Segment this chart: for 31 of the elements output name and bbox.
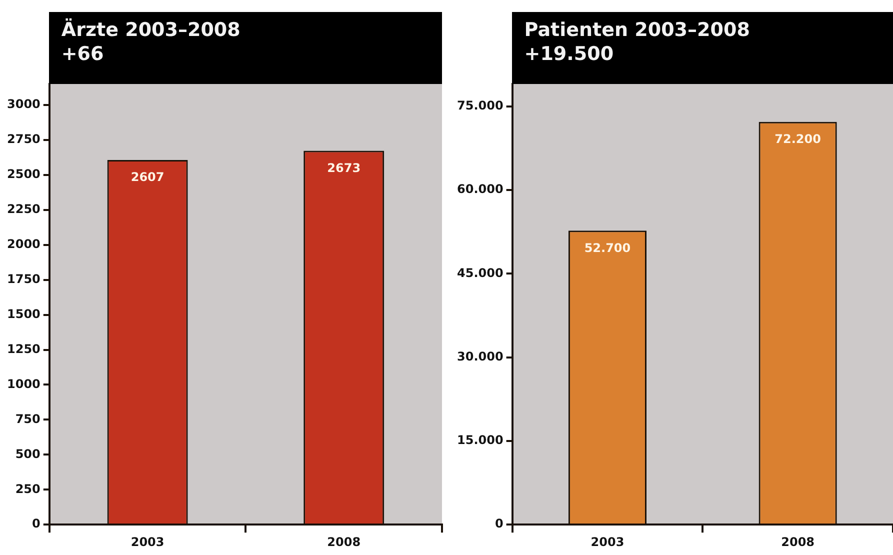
y-tick-label: 3000 (6, 97, 40, 112)
data-label: 2607 (130, 170, 164, 184)
y-tick-label: 0 (32, 516, 40, 531)
y-tick-label: 1500 (6, 306, 40, 321)
chart-subtitle: +19.500 (524, 42, 615, 66)
y-tick-label: 250 (15, 482, 40, 496)
y-tick-label: 1000 (6, 376, 40, 391)
y-tick-label: 750 (15, 412, 40, 426)
chart-title: Ärzte 2003–2008 (61, 18, 242, 42)
y-tick-label: 60.000 (456, 182, 504, 196)
y-tick-label: 75.000 (456, 98, 504, 112)
y-tick-label: 15.000 (456, 433, 504, 448)
y-tick-label: 30.000 (456, 349, 504, 364)
y-tick-label: 2500 (6, 167, 40, 182)
y-tick-label: 1750 (6, 272, 40, 286)
y-tick-label: 2250 (6, 202, 40, 216)
chart-title: Patienten 2003–2008 (524, 18, 751, 42)
y-tick-label: 2750 (6, 132, 40, 146)
y-tick-label: 0 (494, 516, 504, 531)
y-tick-label: 1250 (6, 342, 40, 356)
x-tick-label: 2008 (327, 534, 361, 549)
x-tick-label: 2003 (130, 534, 164, 549)
y-tick-label: 2000 (6, 236, 40, 251)
data-label: 2673 (327, 160, 361, 175)
x-tick-label: 2008 (781, 534, 815, 549)
x-tick-label: 2003 (590, 534, 624, 549)
y-tick-label: 500 (15, 446, 40, 461)
y-tick-label: 45.000 (456, 266, 504, 280)
data-label: 52.700 (584, 240, 631, 255)
data-label: 72.200 (774, 132, 821, 146)
chart-subtitle: +66 (61, 42, 105, 66)
